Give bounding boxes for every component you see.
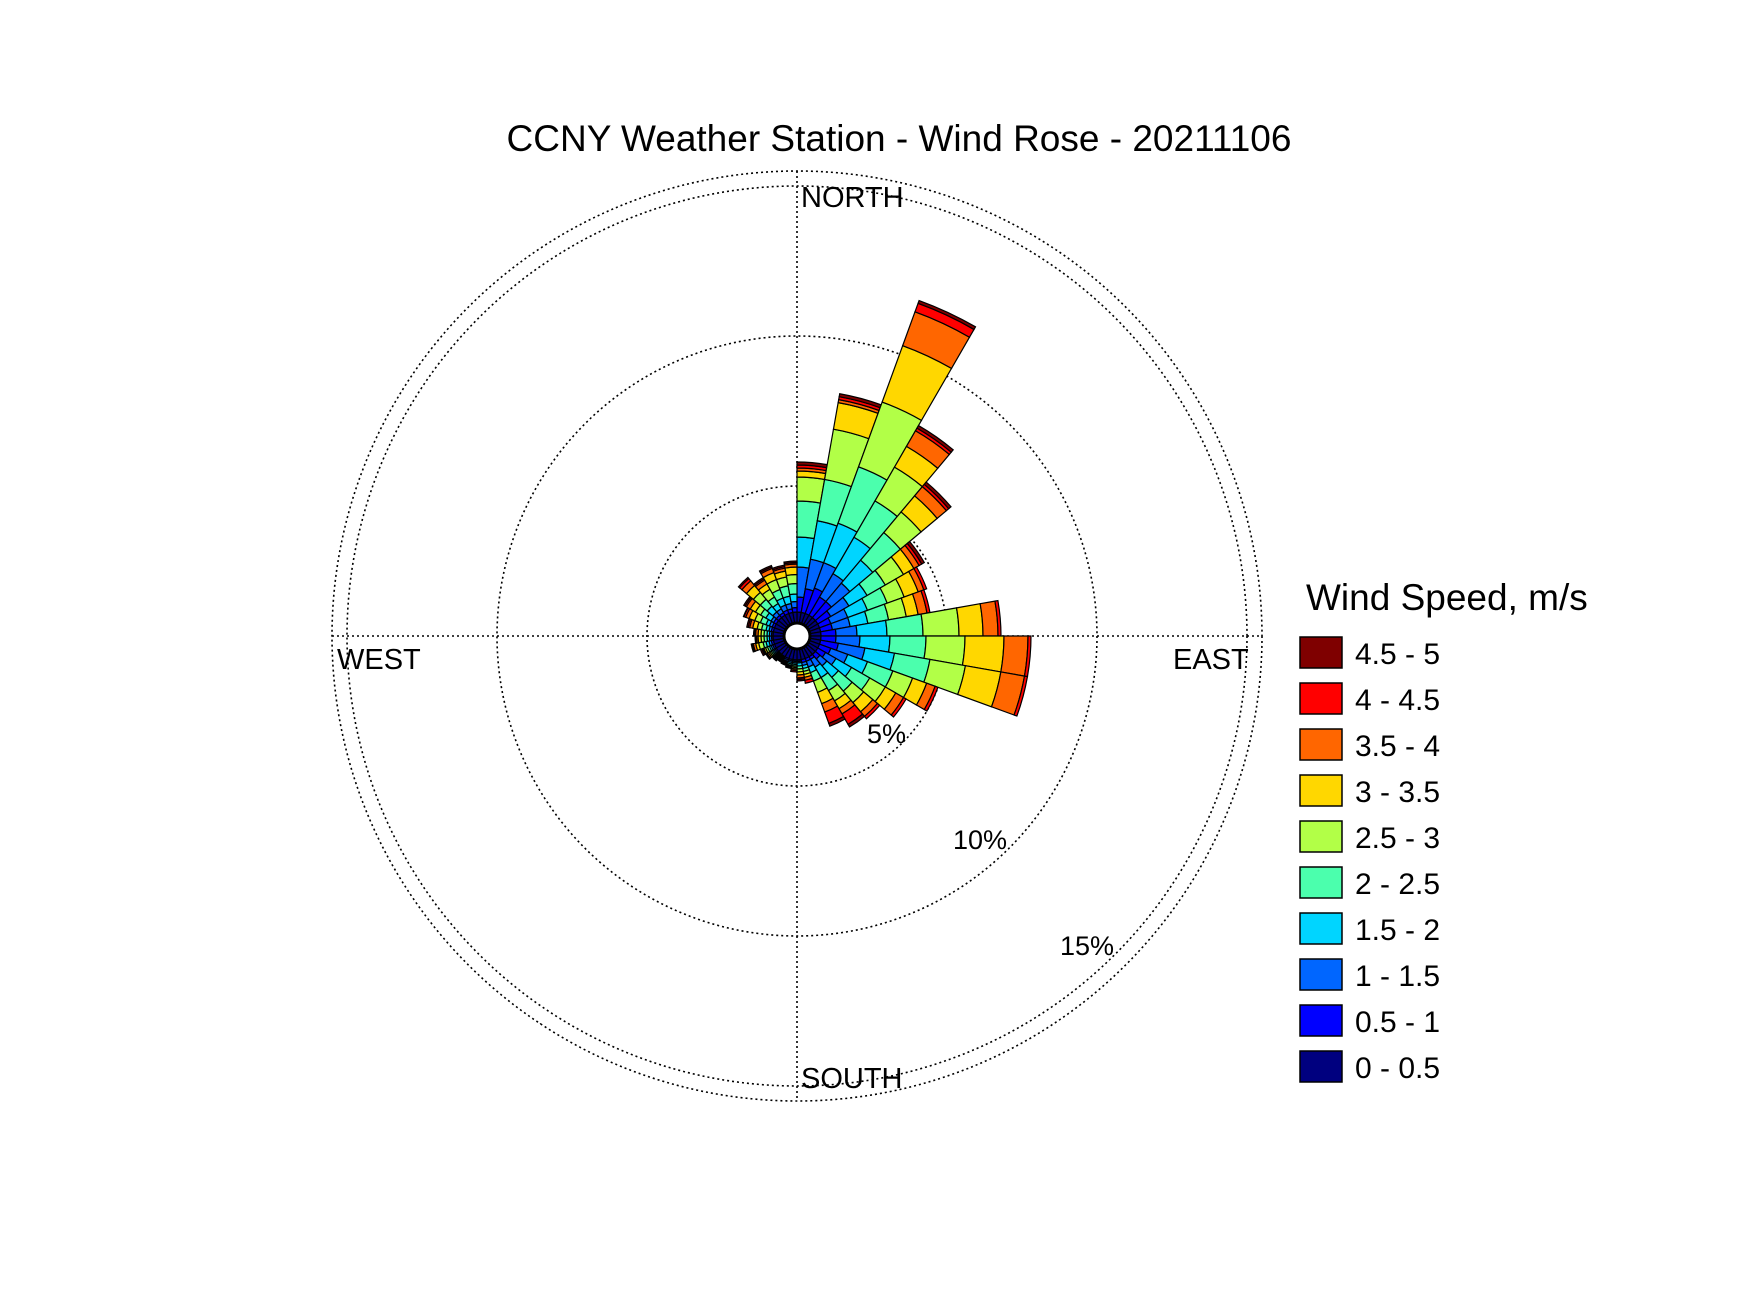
wedge-segment xyxy=(787,582,798,596)
wedge-segment xyxy=(752,627,756,637)
ring-label-15: 15% xyxy=(1060,931,1114,961)
wedge-segment xyxy=(780,662,788,667)
polar-grid xyxy=(331,170,1263,1102)
legend-swatch xyxy=(1299,958,1343,991)
wedge-segment xyxy=(913,566,928,591)
wedge-segment xyxy=(916,424,955,453)
chart-title: CCNY Weather Station - Wind Rose - 20211… xyxy=(507,118,1292,159)
legend: Wind Speed, m/s 4.5 - 5 4 - 4.5 3.5 - 4 3 -… xyxy=(1299,577,1588,1085)
legend-swatch xyxy=(1299,820,1343,853)
wedge-segment xyxy=(789,593,798,603)
south-label: SOUTH xyxy=(801,1063,903,1095)
legend-swatch xyxy=(1299,1004,1343,1037)
center-hub xyxy=(782,621,812,651)
wedge-segment xyxy=(750,643,755,653)
wedge-segment xyxy=(923,481,952,510)
legend-title: Wind Speed, m/s xyxy=(1306,577,1588,618)
legend-swatch xyxy=(1299,866,1343,899)
legend-swatch xyxy=(1299,774,1343,807)
legend-label: 4 - 4.5 xyxy=(1355,684,1440,717)
ring-label-10: 10% xyxy=(953,825,1007,855)
wedge-segment xyxy=(737,576,750,589)
legend-label: 3.5 - 4 xyxy=(1355,730,1440,763)
wedge-segment xyxy=(828,715,846,727)
legend-label: 1.5 - 2 xyxy=(1355,914,1440,947)
legend-swatch xyxy=(1299,912,1343,945)
wedge-segment xyxy=(754,635,757,644)
wedge-segment xyxy=(1000,635,1029,677)
north-label: NORTH xyxy=(801,182,904,214)
wedge-segment xyxy=(847,713,866,728)
wedge-segment xyxy=(955,603,984,637)
legend-swatch xyxy=(1299,728,1343,761)
wedge-segment xyxy=(784,665,793,670)
wedge-segment xyxy=(785,573,798,585)
wind-rose-wedges xyxy=(737,299,1032,728)
west-label: WEST xyxy=(337,644,421,676)
wedge-segment xyxy=(923,685,939,712)
east-label: EAST xyxy=(1173,644,1249,676)
wedge-segment xyxy=(758,564,773,574)
legend-label: 1 - 1.5 xyxy=(1355,960,1440,993)
legend-label: 0.5 - 1 xyxy=(1355,1006,1440,1039)
wedge-segment xyxy=(863,702,881,720)
wedge-segment xyxy=(890,696,907,718)
wedge-segment xyxy=(906,540,926,565)
wedge-segment xyxy=(1013,675,1029,717)
legend-label: 3 - 3.5 xyxy=(1355,776,1440,809)
legend-swatch xyxy=(1299,1050,1343,1083)
legend-label: 2.5 - 3 xyxy=(1355,822,1440,855)
legend-swatch xyxy=(1299,682,1343,715)
wedge-segment xyxy=(790,669,798,673)
legend-label: 0 - 0.5 xyxy=(1355,1052,1440,1085)
wedge-segment xyxy=(917,299,977,331)
legend-swatch xyxy=(1299,636,1343,669)
wedge-segment xyxy=(783,560,798,565)
legend-label: 4.5 - 5 xyxy=(1355,638,1440,671)
wedge-segment xyxy=(804,677,815,684)
wedge-segment xyxy=(796,678,806,682)
wedge-segment xyxy=(796,476,826,504)
legend-label: 2 - 2.5 xyxy=(1355,868,1440,901)
ring-label-5: 5% xyxy=(867,719,906,749)
